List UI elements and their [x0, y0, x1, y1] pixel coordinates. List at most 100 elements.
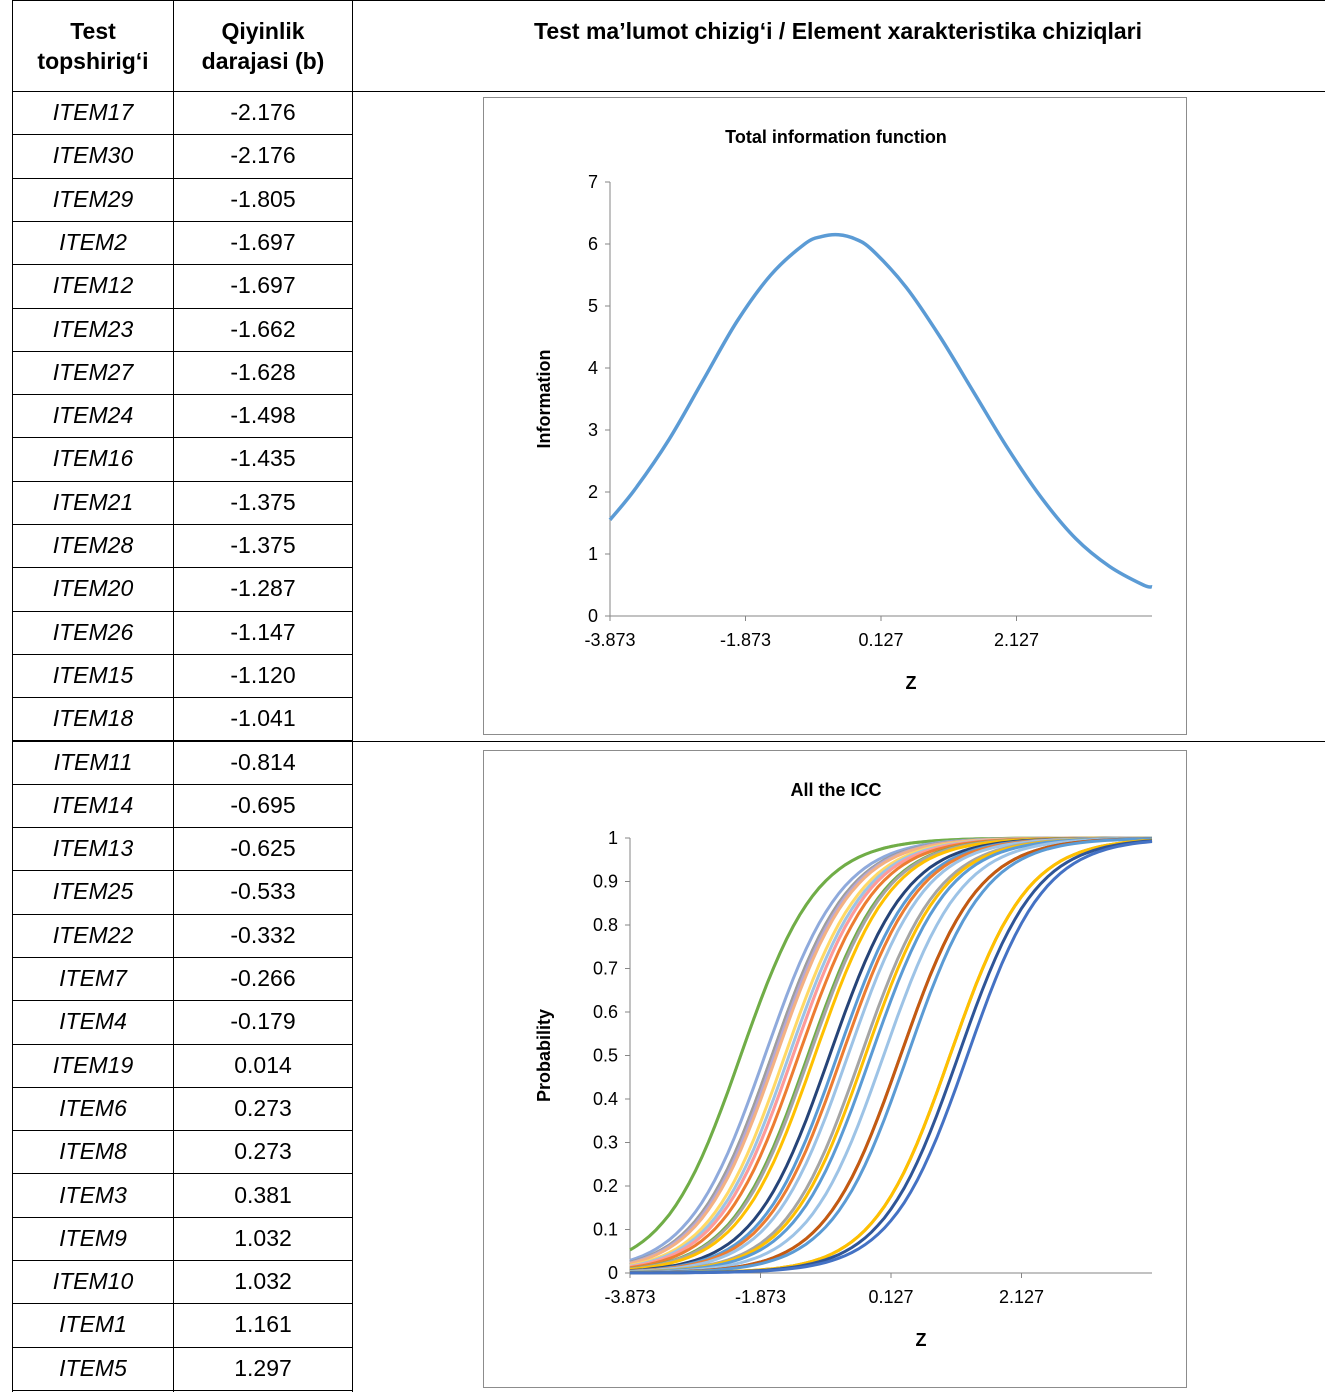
icc-series-line — [629, 836, 1153, 1274]
table-cell-item: ITEM28 — [52, 532, 134, 558]
table-row-divider — [12, 1087, 353, 1088]
header-charts-title: Test ma’lumot chizig‘i / Element xarakte… — [534, 18, 1142, 44]
table-cell-item: ITEM19 — [52, 1052, 134, 1078]
table-cell-difficulty: -1.147 — [230, 619, 296, 645]
icc-chart-y-tick-label: 0.1 — [593, 1220, 618, 1240]
table-cell-difficulty: -1.375 — [230, 532, 296, 558]
table-row-divider — [12, 697, 353, 698]
table-cell-difficulty: 1.032 — [234, 1268, 292, 1294]
table-cell-item: ITEM5 — [59, 1355, 127, 1381]
table-cell-item: ITEM8 — [59, 1138, 127, 1164]
table-cell-difficulty: 1.032 — [234, 1225, 292, 1251]
table-row-divider — [12, 784, 353, 785]
info-chart-y-tick-label: 5 — [588, 296, 598, 316]
table-row-divider — [12, 134, 353, 135]
header-charts: Test ma’lumot chizig‘i / Element xarakte… — [353, 16, 1323, 46]
info-chart-x-tick-label: 0.127 — [858, 630, 903, 650]
table-cell-difficulty: -1.041 — [230, 705, 296, 731]
table-cell-difficulty: -0.695 — [230, 792, 296, 818]
table-cell-difficulty: -0.179 — [230, 1008, 296, 1034]
table-row-divider — [12, 1044, 353, 1045]
icc-series-line — [629, 836, 1152, 1265]
table-row-divider — [12, 1260, 353, 1261]
icc-chart-title: All the ICC — [790, 780, 881, 800]
icc-chart-y-axis-label: Probability — [534, 1009, 554, 1102]
info-chart-y-tick-label: 7 — [588, 172, 598, 192]
table-header-bottom-border — [12, 91, 1325, 92]
table-cell-item: ITEM2 — [59, 229, 127, 255]
table-row-divider — [12, 1173, 353, 1174]
table-row-divider — [12, 394, 353, 395]
icc-chart-y-tick-label: 0.7 — [593, 959, 618, 979]
table-cell-difficulty: -0.625 — [230, 835, 296, 861]
icc-chart-x-tick-label: -1.873 — [735, 1287, 786, 1307]
header-difficulty: Qiyinlik darajasi (b) — [174, 16, 352, 76]
header-test-item-line2: topshirig‘i — [37, 48, 149, 74]
table-cell-item: ITEM7 — [59, 965, 127, 991]
table-row-divider — [12, 1303, 353, 1304]
table-cell-item: ITEM10 — [52, 1268, 134, 1294]
table-cell-item: ITEM22 — [52, 922, 134, 948]
table-cell-difficulty: 1.161 — [234, 1311, 292, 1337]
icc-chart-y-tick-label: 0 — [608, 1263, 618, 1283]
info-chart-y-axis-label: Information — [534, 350, 554, 449]
table-row-divider — [12, 1217, 353, 1218]
table-cell-item: ITEM23 — [52, 316, 134, 342]
icc-series-line — [629, 836, 1152, 1252]
icc-chart-x-tick-label: -3.873 — [604, 1287, 655, 1307]
table-cell-difficulty: -0.332 — [230, 922, 296, 948]
table-row-divider — [12, 1130, 353, 1131]
table-cell-item: ITEM29 — [52, 186, 134, 212]
table-cell-difficulty: 0.014 — [234, 1052, 292, 1078]
info-chart-x-tick-label: -1.873 — [720, 630, 771, 650]
icc-chart-y-tick-label: 0.4 — [593, 1089, 618, 1109]
header-difficulty-line1: Qiyinlik — [221, 18, 305, 44]
table-row-divider — [12, 567, 353, 568]
table-cell-difficulty: 0.381 — [234, 1182, 292, 1208]
table-row-divider — [12, 221, 353, 222]
table-cell-difficulty: -1.662 — [230, 316, 296, 342]
info-chart-y-tick-label: 1 — [588, 544, 598, 564]
table-row-divider — [12, 914, 353, 915]
icc-chart-y-tick-label: 0.2 — [593, 1176, 618, 1196]
info-chart-y-tick-label: 6 — [588, 234, 598, 254]
icc-chart-x-tick-label: 0.127 — [868, 1287, 913, 1307]
table-cell-item: ITEM11 — [53, 749, 133, 775]
table-row-divider — [12, 1390, 353, 1391]
icc-chart-svg: All the ICC 0 0.1 0.2 0.3 0.4 0.5 0.6 0.7 0.8 0.9 1… — [534, 780, 1153, 1350]
header-test-item: Test topshirig‘i — [13, 16, 173, 76]
info-chart-y-tick-label: 4 — [588, 358, 598, 378]
icc-chart-y-tick-label: 0.5 — [593, 1046, 618, 1066]
table-cell-item: ITEM4 — [59, 1008, 127, 1034]
table-cell-difficulty: -0.266 — [230, 965, 296, 991]
table-row-divider — [12, 308, 353, 309]
table-row-divider — [12, 827, 353, 828]
table-row-divider — [12, 957, 353, 958]
info-chart-x-tick-label: -3.873 — [584, 630, 635, 650]
table-row-divider — [12, 351, 353, 352]
icc-series-line — [629, 836, 1152, 1266]
icc-chart-y-tick-label: 0.3 — [593, 1133, 618, 1153]
info-chart-y-tick-label: 2 — [588, 482, 598, 502]
table-cell-item: ITEM21 — [52, 489, 134, 515]
table-row-divider — [12, 437, 353, 438]
icc-chart-x-axis-label: Z — [916, 1330, 927, 1350]
table-cell-difficulty: -1.498 — [230, 402, 296, 428]
table-cell-difficulty: -1.120 — [230, 662, 296, 688]
table-cell-difficulty: -1.697 — [230, 229, 296, 255]
table-cell-item: ITEM15 — [52, 662, 134, 688]
table-row-divider — [12, 524, 353, 525]
table-cell-difficulty: 0.273 — [234, 1138, 292, 1164]
table-cell-item: ITEM13 — [52, 835, 134, 861]
table-col-divider-1 — [173, 0, 174, 1392]
table-row-divider — [12, 481, 353, 482]
table-row-divider — [12, 1347, 353, 1348]
info-series-line — [608, 232, 1153, 589]
table-cell-item: ITEM1 — [59, 1311, 127, 1337]
table-row-divider — [12, 264, 353, 265]
info-chart-title: Total information function — [725, 127, 947, 147]
table-cell-difficulty: 0.273 — [234, 1095, 292, 1121]
table-cell-difficulty: -1.628 — [230, 359, 296, 385]
header-difficulty-line2: darajasi (b) — [201, 48, 325, 74]
table-cell-item: ITEM16 — [52, 445, 134, 471]
